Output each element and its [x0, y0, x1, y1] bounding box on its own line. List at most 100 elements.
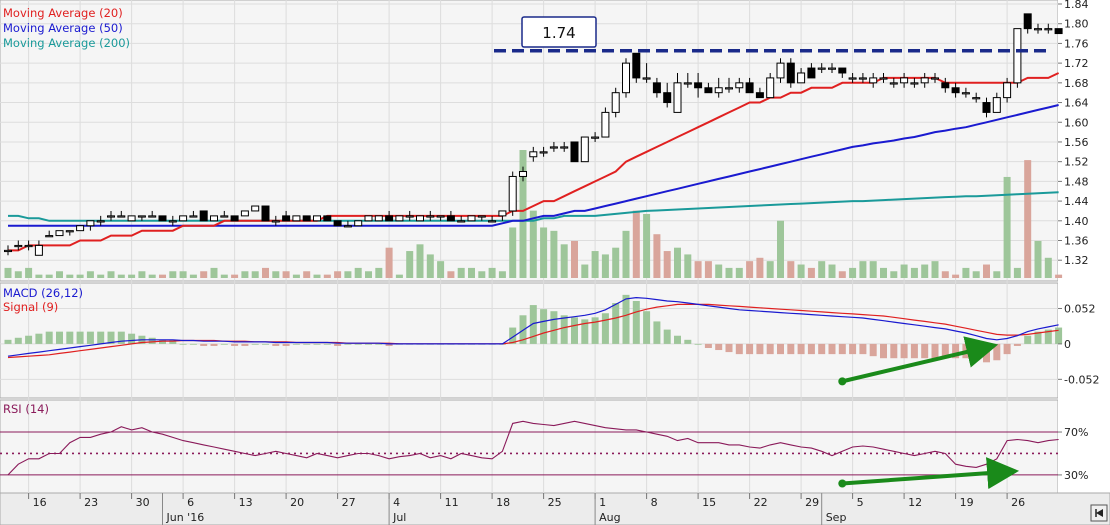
volume-bar: [1003, 176, 1011, 278]
macd-histogram-bar: [14, 337, 22, 344]
volume-bar: [385, 247, 393, 278]
macd-histogram-bar: [334, 343, 342, 346]
candle-body: [251, 205, 260, 212]
volume-bar: [128, 274, 136, 278]
volume-bar: [365, 271, 372, 278]
macd-histogram-bar: [921, 343, 929, 359]
volume-bar: [323, 274, 331, 278]
candle-body: [601, 111, 610, 138]
macd-histogram-bar: [159, 339, 166, 344]
volume-bar: [468, 267, 475, 278]
month-label: Sep: [826, 511, 847, 524]
volume-bar: [581, 264, 589, 278]
macd-histogram-bar: [900, 343, 908, 359]
volume-bar: [643, 214, 651, 278]
volume-bar: [653, 234, 661, 278]
candle-body: [148, 215, 157, 218]
price-tick-label: 1.52: [1064, 156, 1089, 169]
volume-bar: [550, 230, 558, 278]
volume-bar: [560, 244, 568, 278]
candle-body: [313, 215, 321, 222]
scroll-corner-button[interactable]: [1090, 504, 1108, 522]
volume-bar: [14, 271, 22, 278]
candle-body: [591, 136, 600, 139]
macd-histogram-bar: [818, 343, 826, 355]
macd-histogram-bar: [25, 335, 33, 344]
x-tick-label: 30: [136, 496, 150, 509]
macd-histogram-bar: [880, 343, 887, 359]
candle-body: [508, 175, 517, 212]
candle-body: [405, 215, 414, 218]
volume-bar: [818, 261, 826, 278]
candle-body: [879, 77, 888, 80]
x-tick-label: 12: [908, 496, 922, 509]
candle-body: [673, 82, 682, 113]
macd-histogram-bar: [1044, 329, 1052, 344]
macd-histogram-bar: [509, 327, 517, 344]
macd-histogram-bar: [931, 343, 939, 359]
candle-body: [828, 67, 836, 70]
candle-body: [786, 62, 795, 84]
candle-body: [1003, 82, 1012, 99]
candle-body: [560, 146, 569, 149]
x-tick-label: 5: [857, 496, 864, 509]
macd-histogram-bar: [86, 331, 94, 344]
macd-histogram-bar: [128, 333, 136, 344]
candle-body: [426, 215, 435, 218]
volume-bar: [952, 274, 960, 278]
candle-body: [1044, 28, 1053, 31]
volume-bar: [694, 261, 702, 278]
volume-bar: [117, 274, 125, 278]
macd-histogram-bar: [735, 343, 743, 355]
candle-body: [477, 215, 486, 218]
macd-histogram-bar: [1024, 335, 1032, 344]
candle-body: [694, 82, 703, 89]
volume-bar: [735, 267, 743, 278]
macd-histogram-bar: [323, 343, 331, 345]
candle-body: [714, 87, 723, 94]
legend-ma200: Moving Average (200): [3, 36, 130, 50]
candle-body: [416, 215, 424, 222]
candle-body: [374, 215, 383, 222]
macd-histogram-bar: [169, 339, 177, 344]
macd-histogram-bar: [663, 329, 671, 344]
volume-bar: [148, 274, 156, 278]
candle-body: [570, 141, 579, 163]
candle-body: [755, 92, 764, 99]
volume-bar: [704, 261, 712, 278]
price-tick-label: 1.48: [1064, 175, 1089, 188]
volume-bar: [797, 264, 805, 278]
volume-bar: [86, 271, 94, 278]
volume-bar: [632, 210, 640, 278]
volume-bar: [210, 267, 218, 278]
rsi-content: [0, 420, 1059, 490]
candle-body: [920, 77, 929, 84]
candle-body: [488, 220, 497, 223]
price-tick-label: 1.72: [1064, 57, 1089, 70]
x-tick-label: 20: [290, 496, 304, 509]
macd-histogram-bar: [220, 343, 228, 345]
macd-histogram-bar: [715, 343, 723, 351]
candle-body: [65, 230, 74, 233]
resistance-label-box: [521, 16, 597, 48]
candle-body: [622, 62, 630, 94]
candle-body: [86, 220, 95, 227]
volume-bar: [241, 271, 249, 278]
price-axis-labels: 1.32 1.36 1.40 1.44 1.48 1.52 1.56 1.60 1.64 1.68…: [1058, 0, 1089, 267]
macd-histogram-bar: [241, 343, 249, 346]
rsi-legend: RSI (14): [3, 402, 49, 416]
volume-bar: [571, 240, 578, 278]
macd-histogram-bar: [97, 331, 105, 344]
volume-bar: [395, 274, 403, 278]
macd-tick-label: 0.052: [1064, 302, 1096, 315]
macd-histogram-bar: [200, 343, 208, 346]
x-tick-label: 22: [754, 496, 768, 509]
macd-line: [7, 296, 1059, 357]
x-tick-label: 26: [1011, 496, 1025, 509]
candle-body: [34, 244, 43, 256]
candle-body: [1013, 28, 1022, 84]
macd-histogram-bar: [653, 321, 661, 344]
candle-body: [632, 52, 641, 79]
candle-body: [168, 220, 177, 223]
